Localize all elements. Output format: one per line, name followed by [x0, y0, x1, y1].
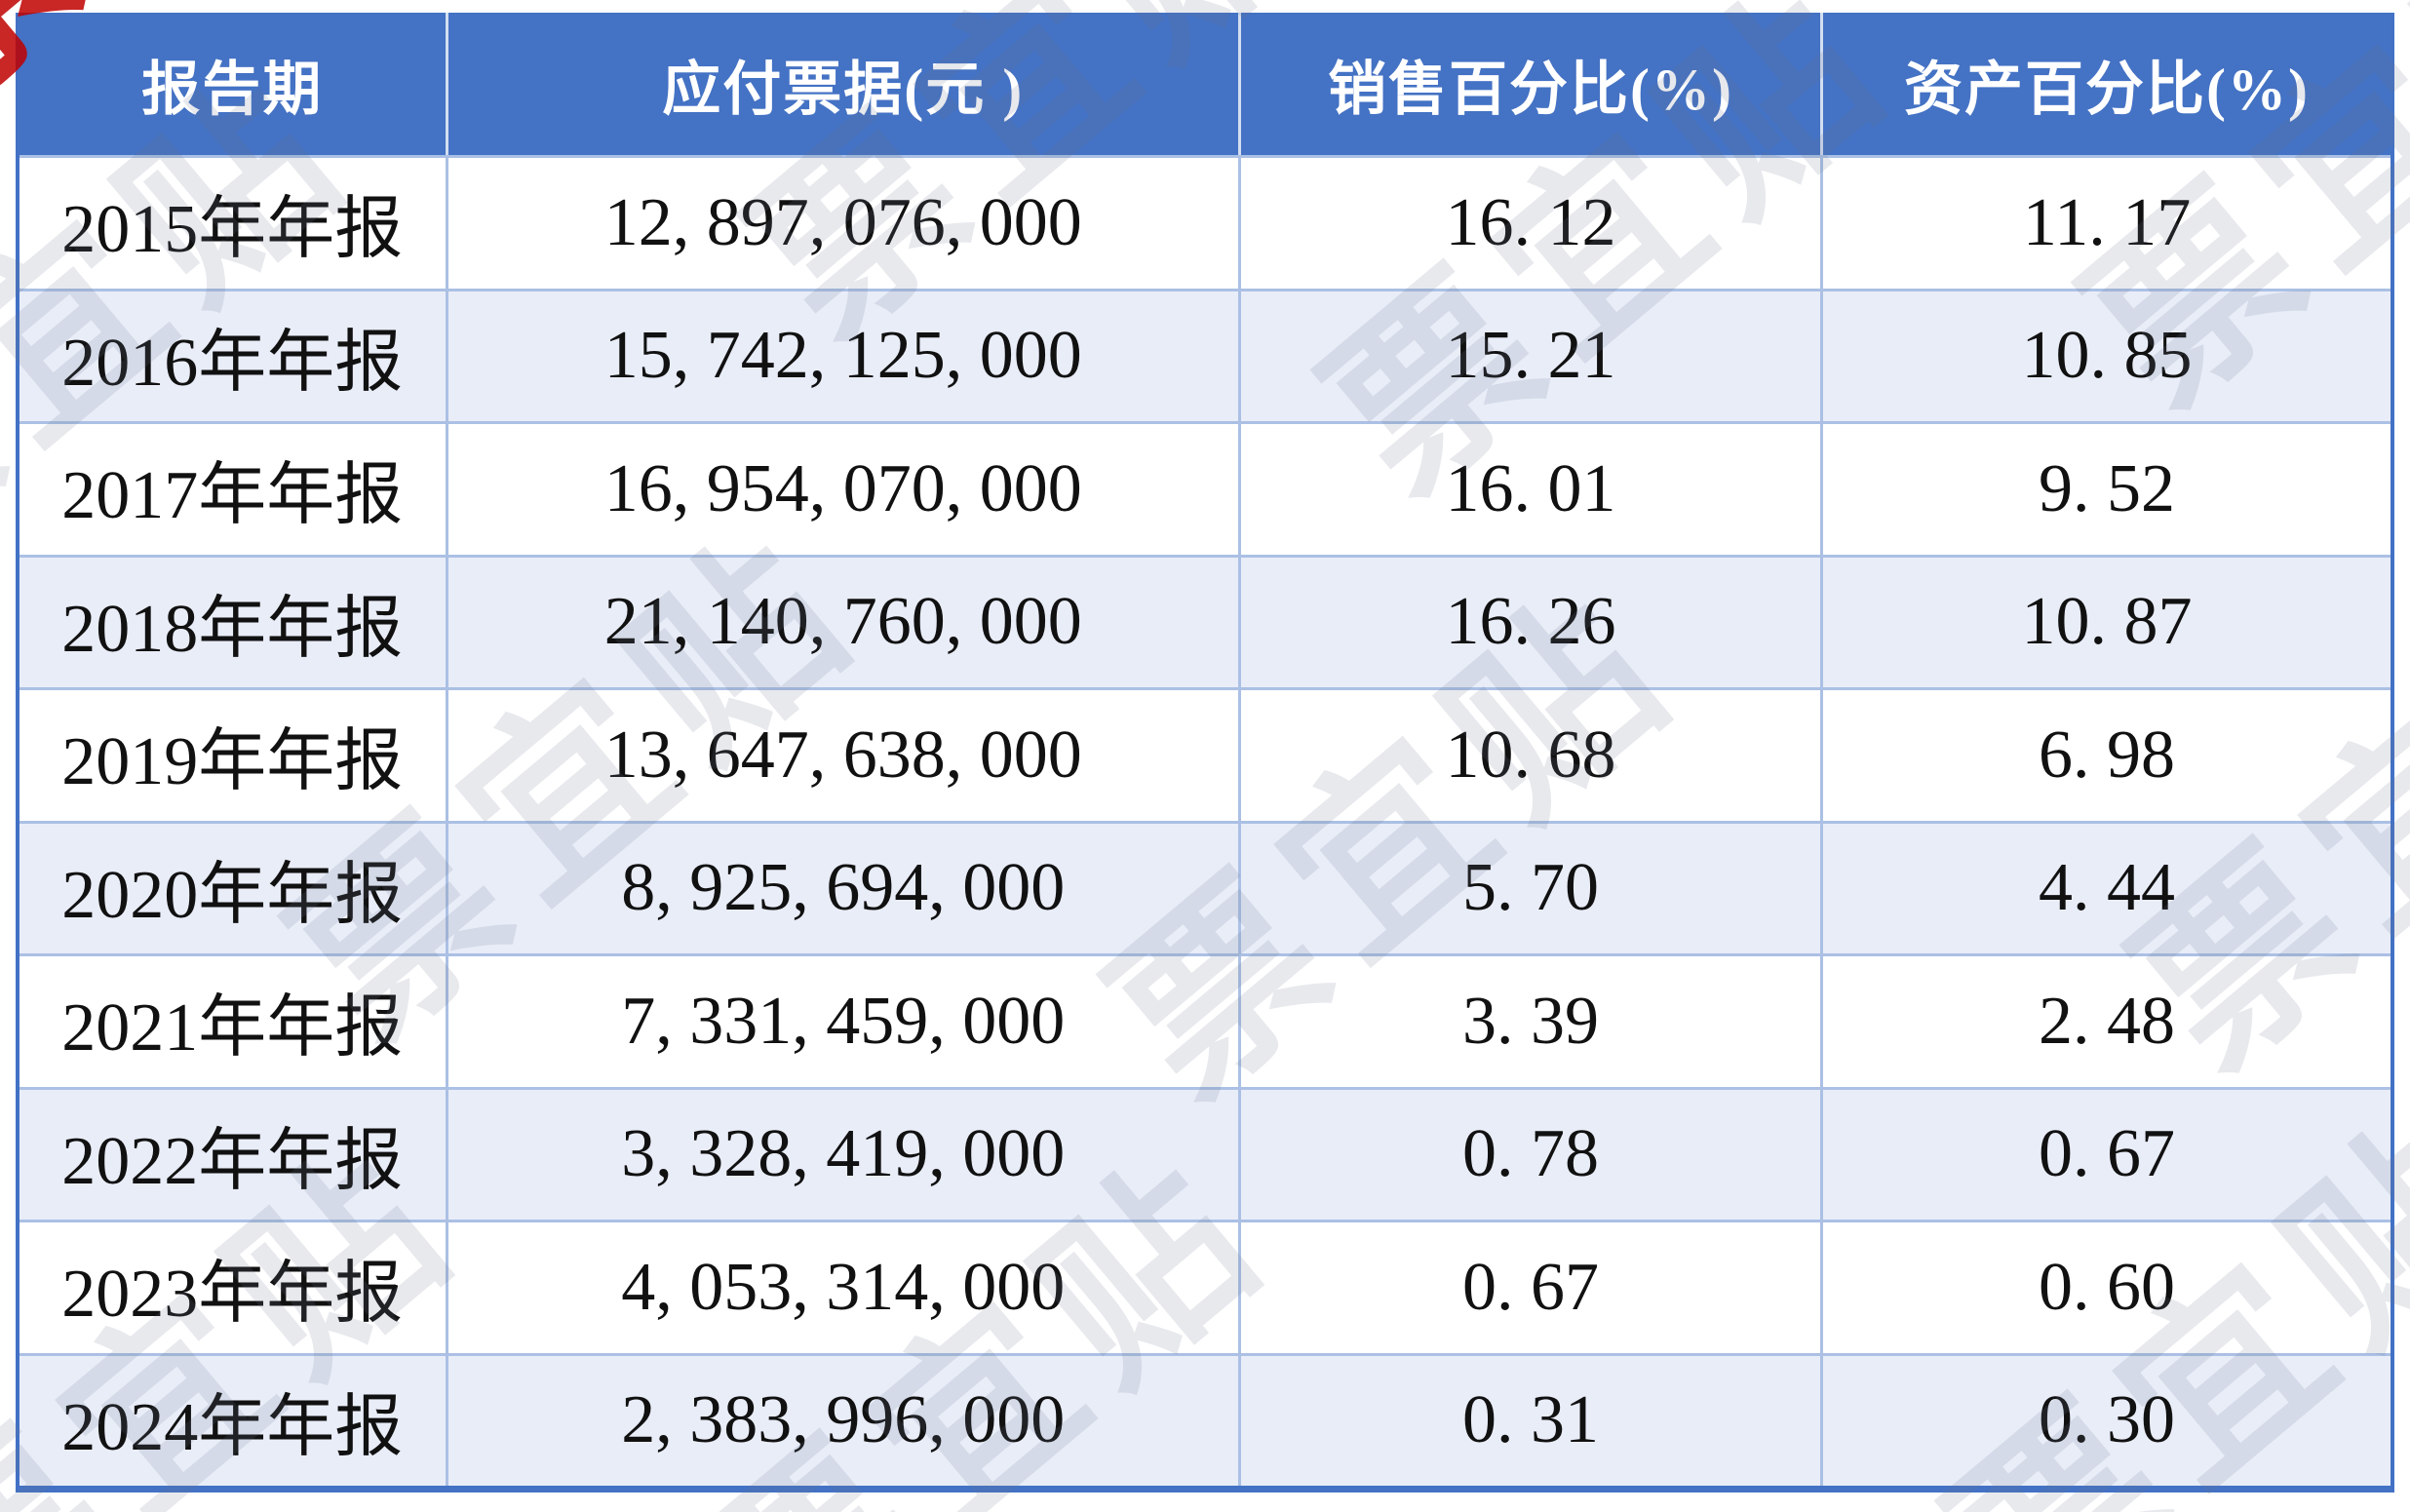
cell-report-period: 2016年年报: [61, 325, 404, 401]
column-header-report-period: 报告期: [141, 57, 324, 122]
table-row: 2022年年报 3, 328, 419, 000 0. 78 0. 67: [19, 1086, 2391, 1220]
cell-sales-percent: 0. 78: [1238, 1089, 1820, 1220]
cell-report-period: 2024年年报: [61, 1389, 404, 1465]
cell-assets-percent: 0. 30: [1820, 1355, 2391, 1486]
table-row: 2020年年报 8, 925, 694, 000 5. 70 4. 44: [19, 820, 2391, 953]
cell-assets-percent: 11. 17: [1820, 158, 2391, 289]
column-header-notes-payable: 应付票据(元 ): [445, 13, 1239, 155]
cell-report-period: 2022年年报: [61, 1123, 404, 1199]
table-row: 2019年年报 13, 647, 638, 000 10. 68 6. 98: [19, 687, 2391, 821]
cell-sales-percent: 16. 26: [1238, 557, 1820, 687]
table-header-row: 报告期 应付票据(元 ) 销售百分比(%) 资产百分比(%): [19, 13, 2391, 155]
table-row: 2018年年报 21, 140, 760, 000 16. 26 10. 87: [19, 554, 2391, 687]
cell-report-period: 2020年年报: [61, 857, 404, 933]
financial-table: 报告期 应付票据(元 ) 销售百分比(%) 资产百分比(%) 2015年年报 12…: [16, 13, 2394, 1493]
cell-notes-payable: 8, 925, 694, 000: [445, 823, 1239, 953]
cell-sales-percent: 3. 39: [1238, 956, 1820, 1087]
cell-assets-percent: 0. 60: [1820, 1222, 2391, 1353]
cell-assets-percent: 6. 98: [1820, 690, 2391, 821]
cell-report-period: 2015年年报: [61, 192, 404, 268]
table-row: 2021年年报 7, 331, 459, 000 3. 39 2. 48: [19, 953, 2391, 1087]
cell-assets-percent: 9. 52: [1820, 424, 2391, 555]
cell-report-period: 2018年年报: [61, 591, 404, 667]
cell-sales-percent: 10. 68: [1238, 690, 1820, 821]
cell-notes-payable: 21, 140, 760, 000: [445, 557, 1239, 687]
cell-notes-payable: 15, 742, 125, 000: [445, 291, 1239, 421]
cell-report-period: 2021年年报: [61, 990, 404, 1066]
cell-assets-percent: 0. 67: [1820, 1089, 2391, 1220]
table-row: 2016年年报 15, 742, 125, 000 15. 21 10. 85: [19, 288, 2391, 421]
table-row: 2017年年报 16, 954, 070, 000 16. 01 9. 52: [19, 421, 2391, 555]
cell-notes-payable: 3, 328, 419, 000: [445, 1089, 1239, 1220]
cell-sales-percent: 15. 21: [1238, 291, 1820, 421]
cell-notes-payable: 4, 053, 314, 000: [445, 1222, 1239, 1353]
cell-report-period: 2017年年报: [61, 458, 404, 534]
table-row: 2015年年报 12, 897, 076, 000 16. 12 11. 17: [19, 155, 2391, 289]
table-row: 2023年年报 4, 053, 314, 000 0. 67 0. 60: [19, 1220, 2391, 1353]
cell-notes-payable: 12, 897, 076, 000: [445, 158, 1239, 289]
cell-notes-payable: 2, 383, 996, 000: [445, 1355, 1239, 1486]
cell-assets-percent: 4. 44: [1820, 823, 2391, 953]
cell-notes-payable: 7, 331, 459, 000: [445, 956, 1239, 1087]
cell-report-period: 2019年年报: [61, 724, 404, 800]
cell-assets-percent: 2. 48: [1820, 956, 2391, 1087]
column-header-assets-percent: 资产百分比(%): [1820, 13, 2391, 155]
cell-notes-payable: 13, 647, 638, 000: [445, 690, 1239, 821]
cell-assets-percent: 10. 85: [1820, 291, 2391, 421]
cell-report-period: 2023年年报: [61, 1257, 404, 1333]
cell-sales-percent: 5. 70: [1238, 823, 1820, 953]
table-body: 2015年年报 12, 897, 076, 000 16. 12 11. 17 2016…: [19, 155, 2391, 1486]
cell-sales-percent: 0. 67: [1238, 1222, 1820, 1353]
cell-sales-percent: 0. 31: [1238, 1355, 1820, 1486]
cell-sales-percent: 16. 01: [1238, 424, 1820, 555]
table-row: 2024年年报 2, 383, 996, 000 0. 31 0. 30: [19, 1352, 2391, 1486]
cell-notes-payable: 16, 954, 070, 000: [445, 424, 1239, 555]
column-header-sales-percent: 销售百分比(%): [1238, 13, 1820, 155]
cell-assets-percent: 10. 87: [1820, 557, 2391, 687]
cell-sales-percent: 16. 12: [1238, 158, 1820, 289]
